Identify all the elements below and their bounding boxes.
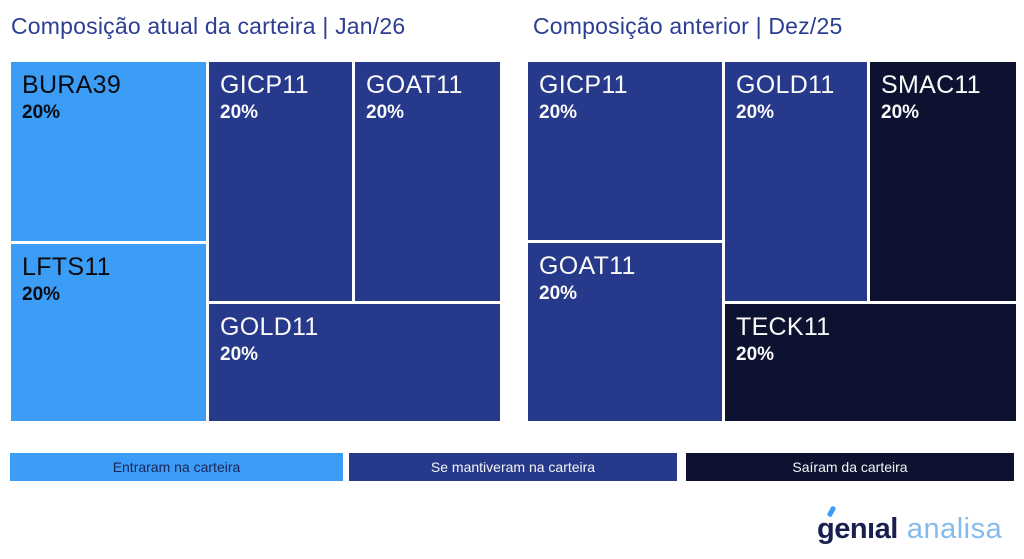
treemap-tile-smac11-prev: SMAC11 20%: [870, 62, 1016, 301]
tile-value: 20%: [539, 101, 578, 123]
tile-value: 20%: [736, 343, 775, 365]
tile-ticker: GICP11: [539, 71, 628, 99]
tile-value: 20%: [736, 101, 775, 123]
treemap-tile-gicp11-prev: GICP11 20%: [528, 62, 722, 240]
tile-value: 20%: [22, 283, 61, 305]
treemap-tile-gold11: GOLD11 20%: [209, 304, 500, 421]
current-portfolio-title: Composição atual da carteira | Jan/26: [11, 13, 406, 39]
tile-value: 20%: [366, 101, 405, 123]
brand-sub-text: analisa: [906, 513, 1003, 545]
legend-label: Se mantiveram na carteira: [430, 459, 596, 475]
tile-ticker: GOAT11: [539, 252, 636, 280]
tile-value: 20%: [881, 101, 920, 123]
tile-value: 20%: [22, 101, 61, 123]
treemap-tile-gold11-prev: GOLD11 20%: [725, 62, 867, 301]
treemap-tile-goat11-prev: GOAT11 20%: [528, 243, 722, 421]
tile-ticker: GOAT11: [366, 71, 463, 99]
treemap-tile-teck11-prev: TECK11 20%: [725, 304, 1016, 421]
tile-value: 20%: [220, 101, 259, 123]
treemap-tile-gicp11: GICP11 20%: [209, 62, 352, 301]
tile-ticker: GICP11: [220, 71, 309, 99]
treemap-tile-goat11: GOAT11 20%: [355, 62, 500, 301]
legend-item-maintained: Se mantiveram na carteira: [349, 453, 677, 481]
legend-label: Entraram na carteira: [112, 459, 241, 475]
previous-portfolio-title: Composição anterior | Dez/25: [533, 13, 843, 39]
legend-item-exited: Saíram da carteira: [686, 453, 1014, 481]
treemap-tile-bura39: BURA39 20%: [11, 62, 206, 241]
tile-ticker: LFTS11: [22, 253, 111, 281]
treemap-tile-lfts11: LFTS11 20%: [11, 244, 206, 421]
tile-ticker: GOLD11: [220, 313, 319, 341]
tile-ticker: BURA39: [22, 71, 122, 99]
tile-ticker: GOLD11: [736, 71, 835, 99]
brand-wordmark: genıal: [817, 505, 898, 546]
legend-label: Saíram da carteira: [792, 459, 908, 475]
genial-analisa-logo: genıal analisa: [817, 505, 1003, 546]
tile-value: 20%: [220, 343, 259, 365]
tile-value: 20%: [539, 282, 578, 304]
tile-ticker: TECK11: [736, 313, 831, 341]
tile-ticker: SMAC11: [881, 71, 981, 99]
brand-text: genıal: [817, 513, 898, 545]
legend-item-entered: Entraram na carteira: [10, 453, 343, 481]
